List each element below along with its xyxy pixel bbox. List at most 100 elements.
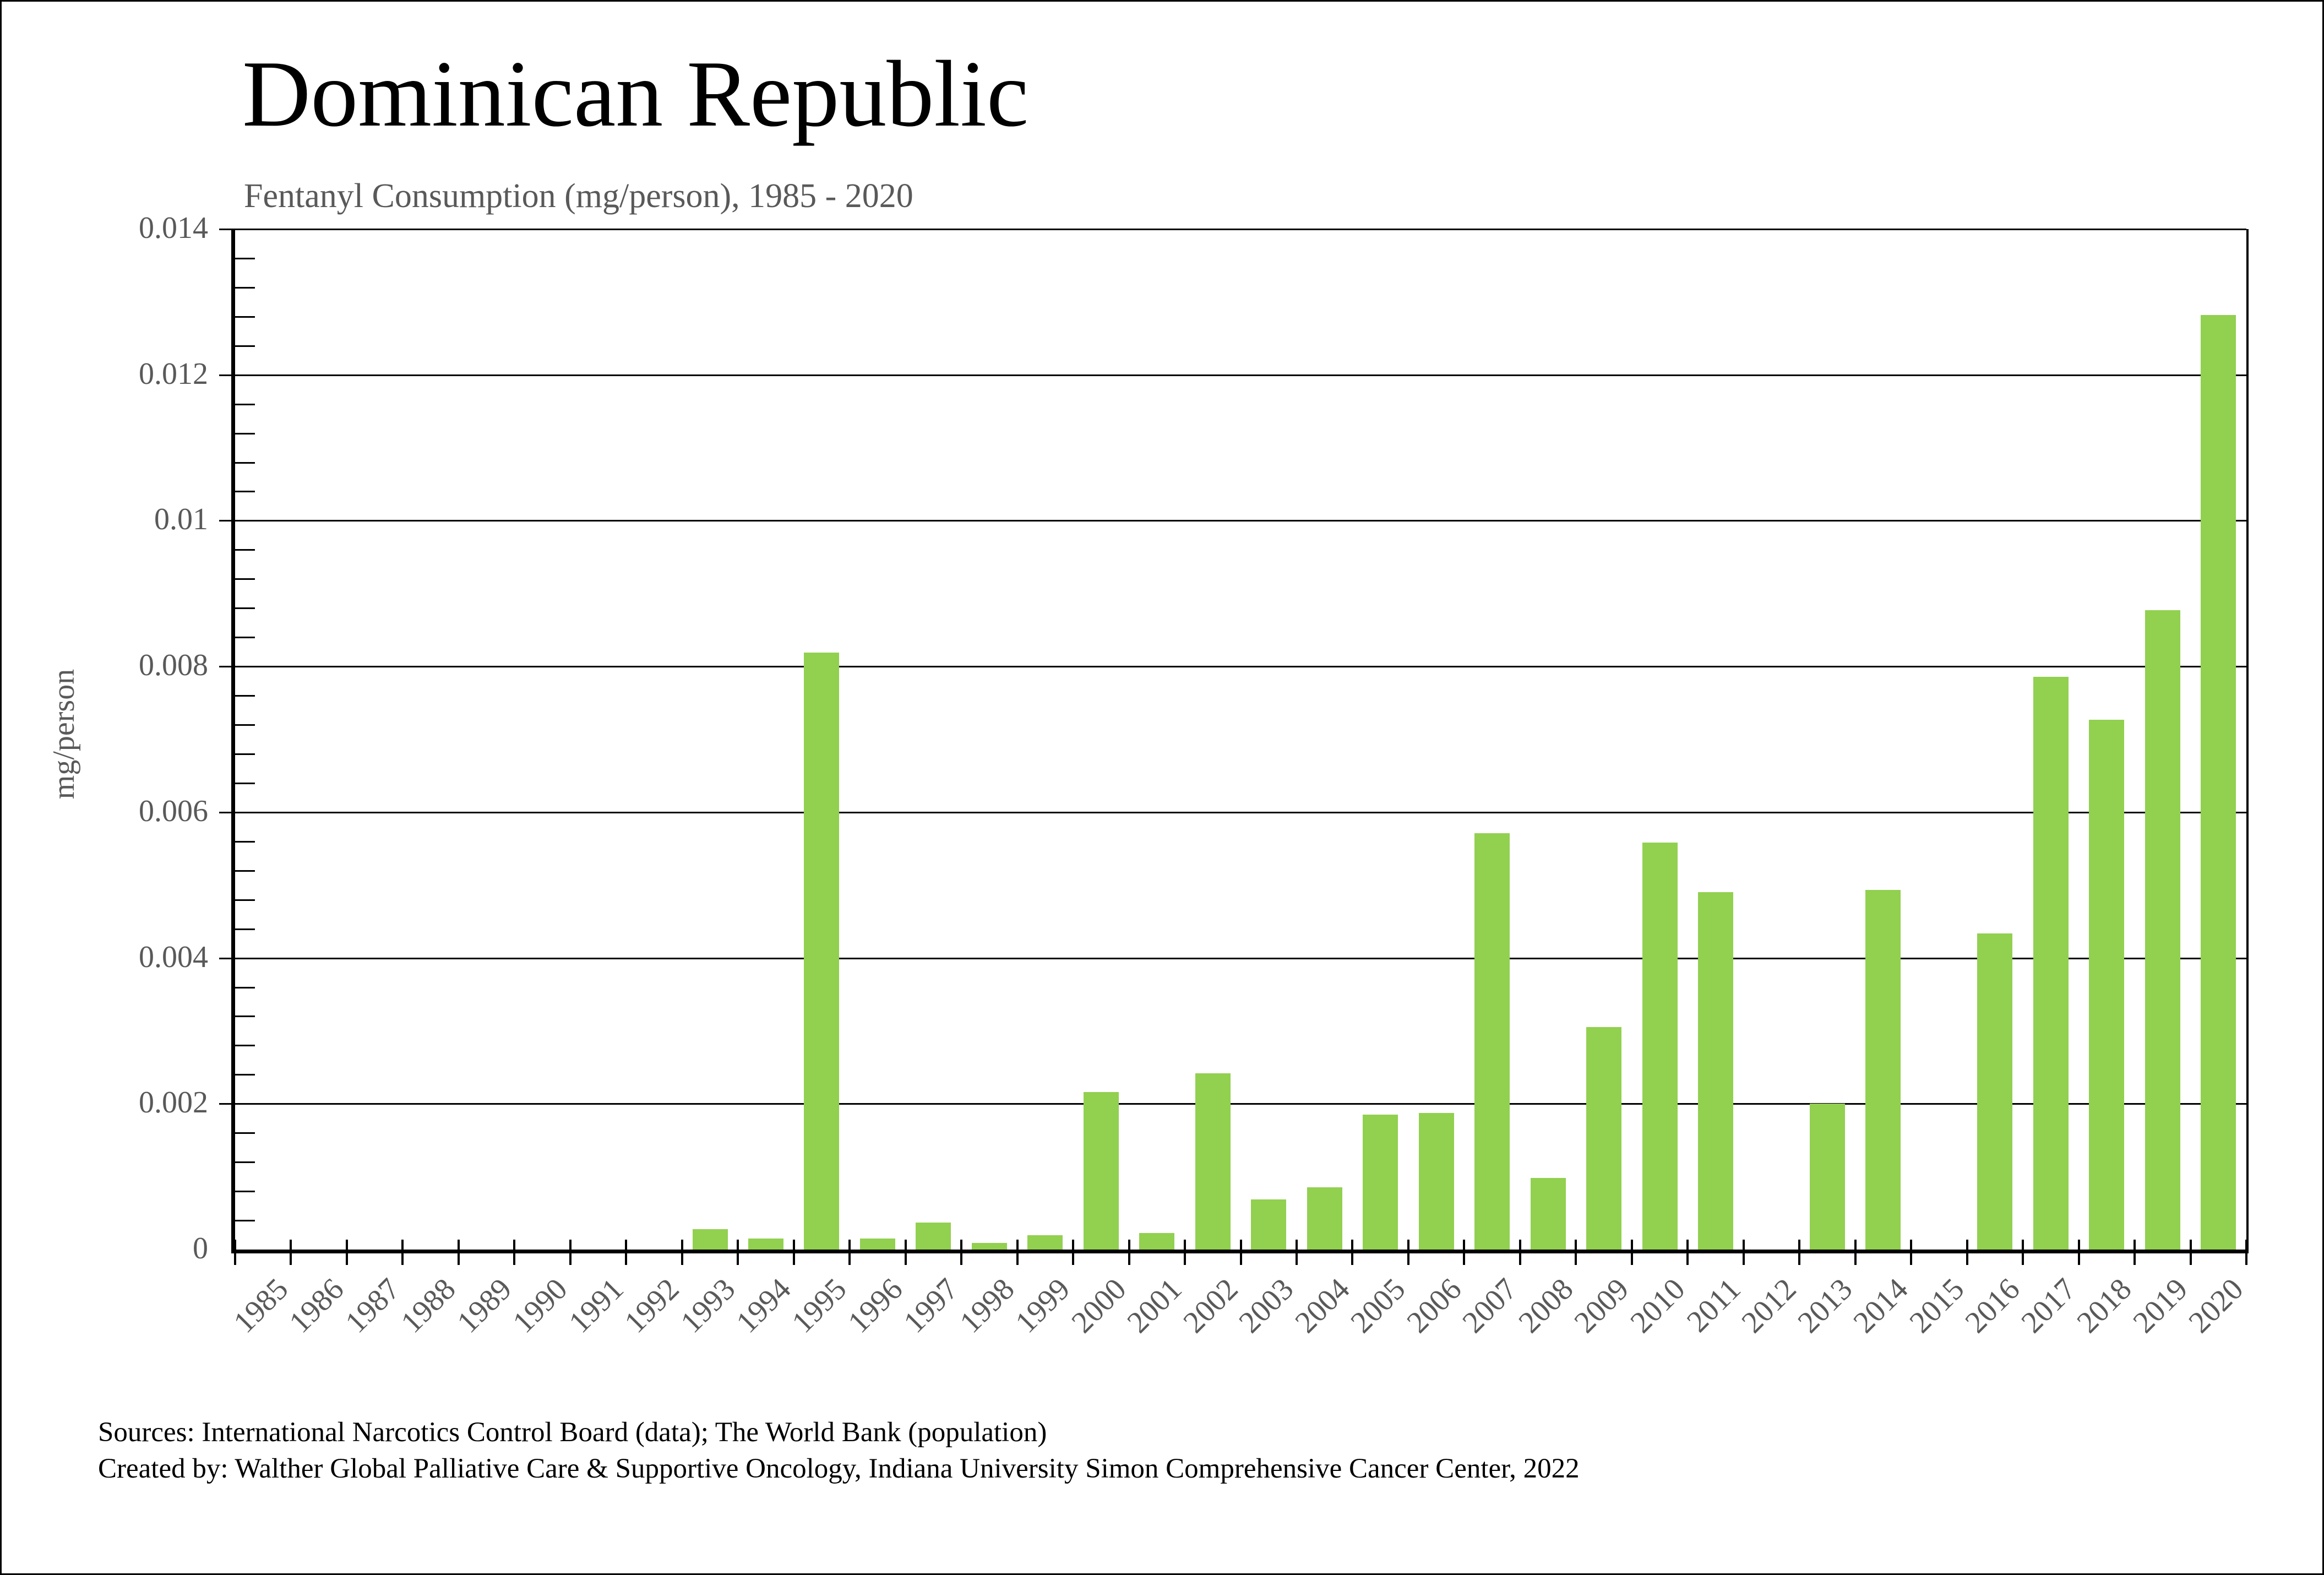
- y-minor-tick: [235, 403, 255, 405]
- x-tick-label-2018: 2018: [2070, 1272, 2138, 1340]
- y-minor-tick: [235, 549, 255, 551]
- bar-2017: [2033, 676, 2069, 1250]
- x-axis-tick: [1686, 1240, 1689, 1265]
- y-gridline-0.002: [219, 1103, 2246, 1105]
- x-axis-tick: [1575, 1240, 1577, 1265]
- y-gridline-0.012: [219, 374, 2246, 376]
- y-minor-tick: [235, 928, 255, 930]
- bar-2013: [1809, 1104, 1845, 1250]
- y-minor-tick: [235, 286, 255, 289]
- y-minor-tick: [235, 461, 255, 464]
- bar-2002: [1195, 1073, 1231, 1250]
- x-tick-label-1994: 1994: [730, 1272, 798, 1340]
- x-axis-tick: [1184, 1240, 1187, 1265]
- bar-2007: [1474, 833, 1510, 1250]
- x-axis-tick: [960, 1240, 963, 1265]
- y-minor-tick: [235, 1045, 255, 1047]
- x-tick-label-1996: 1996: [841, 1272, 910, 1340]
- x-axis-tick: [234, 1240, 236, 1265]
- x-tick-label-2008: 2008: [1512, 1272, 1580, 1340]
- x-tick-label-2001: 2001: [1120, 1272, 1189, 1340]
- bar-2011: [1698, 892, 1733, 1250]
- x-tick-label-1997: 1997: [897, 1272, 965, 1340]
- x-axis-tick: [737, 1240, 739, 1265]
- x-tick-label-2011: 2011: [1680, 1272, 1748, 1339]
- y-minor-tick: [235, 870, 255, 872]
- y-tick-label-0.01: 0.01: [154, 502, 208, 537]
- x-axis-tick: [1910, 1240, 1913, 1265]
- x-tick-label-2007: 2007: [1456, 1272, 1524, 1340]
- y-tick-label-0.014: 0.014: [139, 211, 208, 245]
- x-axis-tick: [1742, 1240, 1745, 1265]
- y-tick-label-0: 0: [193, 1231, 208, 1266]
- bar-1993: [692, 1229, 728, 1250]
- x-tick-label-1990: 1990: [506, 1272, 574, 1340]
- page-title: Dominican Republic: [242, 42, 1029, 146]
- x-axis-tick: [1519, 1240, 1521, 1265]
- x-tick-label-2009: 2009: [1568, 1272, 1636, 1340]
- x-tick-label-1985: 1985: [227, 1272, 295, 1340]
- bar-2018: [2089, 719, 2125, 1250]
- y-minor-tick: [235, 1161, 255, 1164]
- y-axis-title: mg/person: [47, 669, 81, 800]
- x-axis-tick: [1351, 1240, 1354, 1265]
- y-minor-tick: [235, 986, 255, 989]
- y-minor-tick: [235, 637, 255, 639]
- x-tick-label-2015: 2015: [1903, 1272, 1971, 1340]
- x-axis-tick: [1463, 1240, 1466, 1265]
- x-tick-label-2003: 2003: [1232, 1272, 1300, 1340]
- x-axis-tick: [2133, 1240, 2136, 1265]
- y-gridline-0.006: [219, 811, 2246, 813]
- plot-area: [219, 229, 2249, 1265]
- x-tick-label-2013: 2013: [1791, 1272, 1859, 1340]
- x-tick-label-1999: 1999: [1009, 1272, 1077, 1340]
- y-tick-label-0.004: 0.004: [139, 939, 208, 974]
- bar-2005: [1363, 1115, 1398, 1250]
- bar-1999: [1027, 1235, 1063, 1250]
- y-minor-tick: [235, 345, 255, 347]
- x-tick-label-1986: 1986: [282, 1272, 351, 1340]
- bar-1997: [916, 1223, 951, 1250]
- x-axis-tick: [457, 1240, 460, 1265]
- x-axis-tick: [290, 1240, 292, 1265]
- x-tick-label-2019: 2019: [2126, 1272, 2195, 1340]
- y-minor-tick: [235, 1191, 255, 1193]
- y-minor-tick: [235, 840, 255, 843]
- x-tick-label-2017: 2017: [2015, 1272, 2083, 1340]
- bar-1994: [748, 1239, 783, 1250]
- y-gridline-0.004: [219, 957, 2246, 959]
- bar-1998: [971, 1243, 1007, 1250]
- bar-2016: [1977, 933, 2013, 1250]
- bar-2019: [2145, 610, 2180, 1250]
- x-axis-tick: [1407, 1240, 1409, 1265]
- x-axis-tick: [1016, 1240, 1019, 1265]
- x-axis-tick: [513, 1240, 516, 1265]
- x-tick-label-2014: 2014: [1847, 1272, 1915, 1340]
- x-axis-tick: [2022, 1240, 2024, 1265]
- x-tick-label-2000: 2000: [1065, 1272, 1133, 1340]
- y-gridline-0.014: [219, 229, 2246, 230]
- bar-2020: [2201, 315, 2236, 1250]
- bar-2000: [1083, 1092, 1119, 1250]
- x-tick-label-2020: 2020: [2182, 1272, 2250, 1340]
- x-tick-label-1992: 1992: [618, 1272, 686, 1340]
- y-gridline-0.008: [219, 666, 2246, 668]
- x-axis-tick: [1072, 1240, 1075, 1265]
- x-tick-label-1988: 1988: [394, 1272, 462, 1340]
- x-axis-tick: [848, 1240, 851, 1265]
- bar-2003: [1251, 1199, 1287, 1250]
- y-minor-tick: [235, 607, 255, 610]
- x-axis-tick: [625, 1240, 628, 1265]
- bar-2014: [1865, 890, 1901, 1250]
- y-minor-tick: [235, 899, 255, 901]
- x-tick-label-1995: 1995: [785, 1272, 854, 1340]
- source-attribution: Sources: International Narcotics Control…: [98, 1414, 1580, 1487]
- sources-line-1: Sources: International Narcotics Control…: [98, 1417, 1047, 1448]
- bar-2001: [1139, 1232, 1175, 1250]
- bar-1995: [804, 652, 840, 1250]
- y-minor-tick: [235, 695, 255, 697]
- y-minor-tick: [235, 753, 255, 755]
- bar-1996: [859, 1239, 895, 1250]
- x-axis-tick: [681, 1240, 683, 1265]
- y-minor-tick: [235, 1015, 255, 1018]
